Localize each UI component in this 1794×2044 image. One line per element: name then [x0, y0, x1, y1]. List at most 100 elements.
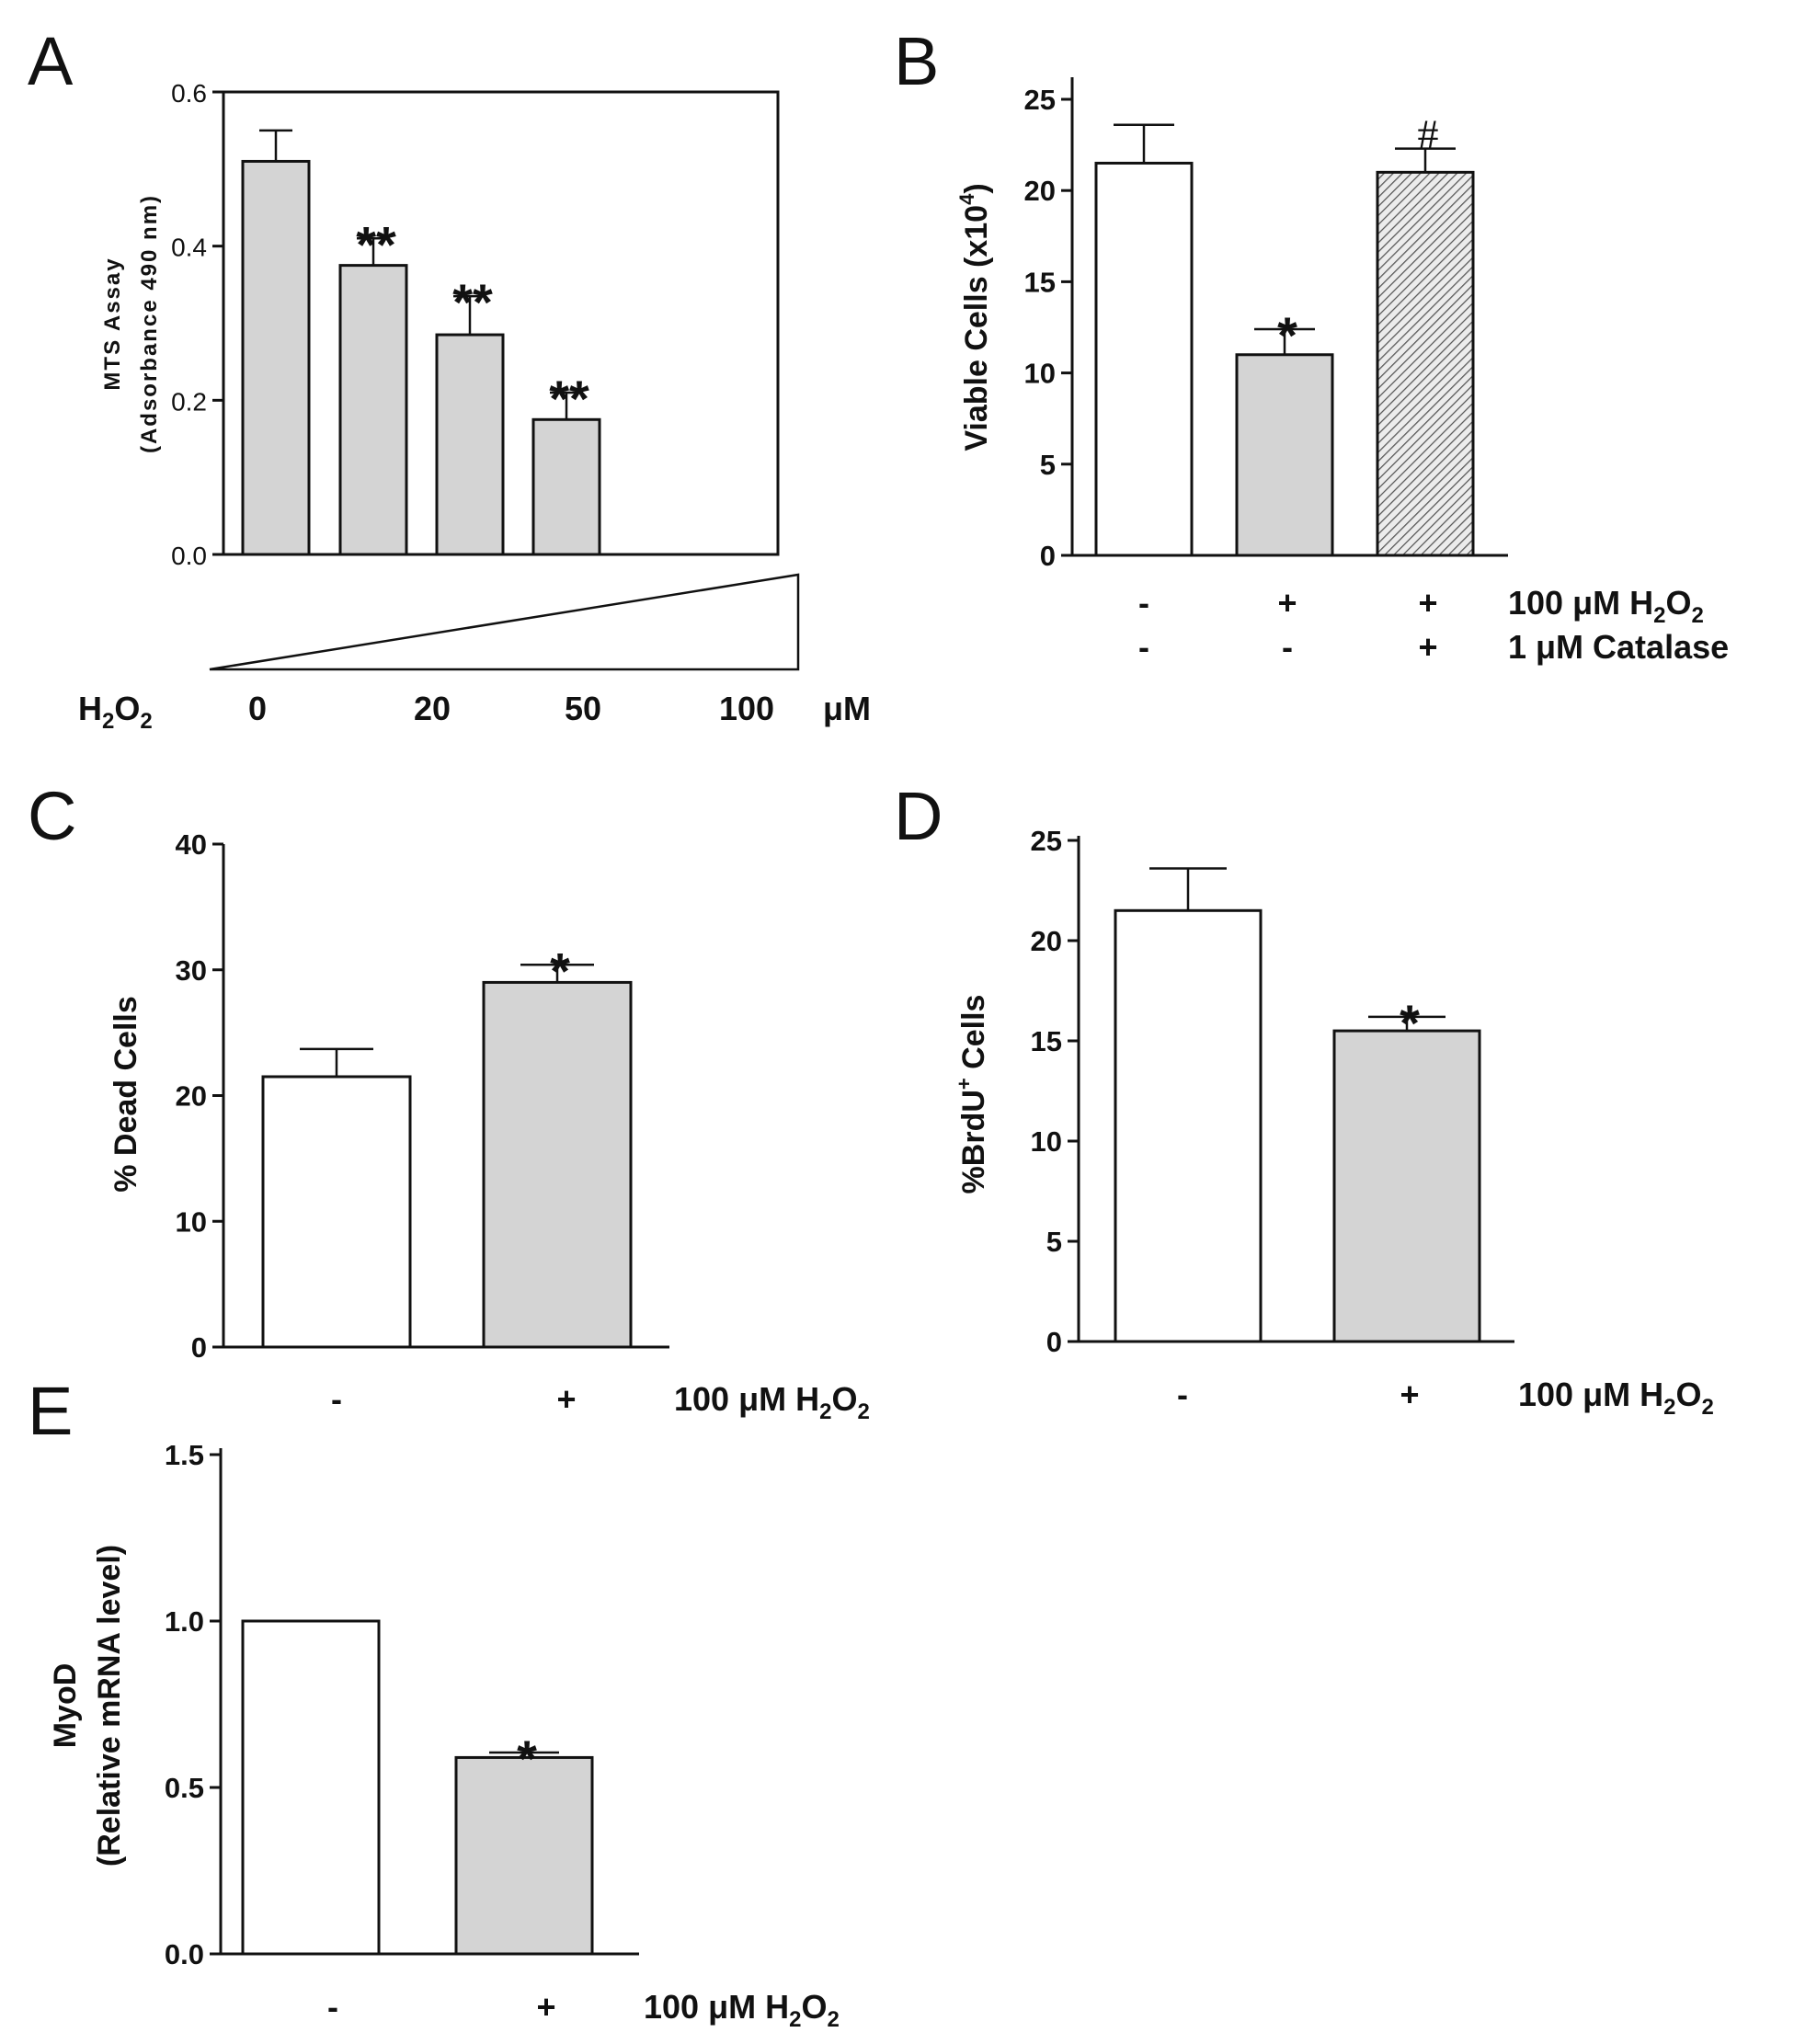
panel-d-y-tick-label: 15 — [1031, 1025, 1062, 1057]
panel-b-bar — [1235, 353, 1334, 557]
panel-c-y-tick-label: 0 — [191, 1331, 207, 1364]
panel-a-unit: μM — [823, 690, 871, 727]
panel-e-letter: E — [28, 1373, 73, 1449]
panel-e-y-tick-label: 0.5 — [165, 1772, 204, 1804]
panel-b-letter: B — [894, 23, 939, 99]
panel-e-y-tick-label: 1.5 — [165, 1439, 204, 1471]
panel-a-y-label-1: MTS Assay — [100, 257, 125, 390]
panel-b-significance-mark: # — [1418, 111, 1439, 158]
panel-e-condition-marks: - + — [327, 1988, 556, 2026]
panel-b-significance-mark: * — [1277, 306, 1297, 364]
panel-b-y-tick-label: 20 — [1024, 175, 1056, 207]
panel-c-significance-mark: * — [550, 942, 570, 999]
panel-e-condition-mark: + — [536, 1988, 555, 2026]
panel-d-y-tick-label: 5 — [1046, 1226, 1062, 1258]
panel-e-significance-mark: * — [517, 1730, 537, 1787]
panel-b-y-tick-label: 25 — [1024, 84, 1056, 116]
panel-a-x-label: 20 — [414, 690, 451, 727]
panel-b-y-tick-label: 0 — [1040, 540, 1056, 572]
panel-b-y-ticks: 0 5 10 15 20 25 — [1024, 84, 1072, 572]
panel-d-y-ticks: 0 5 10 15 20 25 — [1031, 825, 1079, 1358]
panel-b-y-label: Viable Cells (x104) — [955, 183, 994, 451]
panel-a-bar — [338, 264, 408, 556]
panel-b-condition-mark: - — [1138, 628, 1149, 666]
panel-d-letter: D — [894, 778, 943, 854]
panel-e-y-tick-label: 1.0 — [165, 1605, 204, 1638]
panel-c-bar — [482, 980, 633, 1349]
panel-a-bar — [241, 159, 311, 556]
panel-a-x-label: 100 — [719, 690, 774, 727]
panel-b-bar — [1094, 161, 1194, 557]
panel-a-letter: A — [28, 23, 74, 99]
panel-c-y-tick-label: 20 — [176, 1080, 207, 1113]
panel-e-bar — [241, 1619, 381, 1956]
panel-c-y-label: % Dead Cells — [109, 996, 143, 1193]
panel-d-y-tick-label: 0 — [1046, 1326, 1062, 1358]
panel-d-y-tick-label: 20 — [1031, 925, 1062, 957]
panel-a-h2o2-label: H2O2 — [78, 690, 153, 734]
panel-c-condition-label: 100 μM H2O2 — [674, 1380, 870, 1424]
panel-b-condition-mark: + — [1418, 584, 1437, 622]
panel-a-y-tick-label: 0.4 — [171, 234, 207, 262]
panel-c-condition-mark: - — [331, 1380, 342, 1418]
panel-d-condition-label: 100 μM H2O2 — [1518, 1376, 1714, 1420]
panel-a-y-tick-label: 0.2 — [171, 387, 207, 416]
panel-c-condition-marks: - + — [331, 1380, 577, 1418]
panel-a-significance-mark: ** — [549, 370, 589, 428]
panel-c-condition-mark: + — [556, 1380, 576, 1418]
panel-a-y-label-2: (Adsorbance 490 nm) — [137, 194, 162, 453]
panel-e: E 0.0 0.5 1.0 1.5 * MyoD (Relative mRNA lev… — [28, 1373, 840, 2032]
panel-a: A 0.0 0.2 0.4 0.6 ** ** ** MTS Assay (Adsorba… — [28, 23, 871, 734]
panel-c-y-ticks: 0 10 20 30 40 — [176, 828, 223, 1364]
panel-a-x-label: 0 — [248, 690, 267, 727]
panel-c-bars: * — [261, 942, 633, 1349]
panel-d-bar — [1332, 1029, 1481, 1343]
panel-c-bar — [261, 1075, 412, 1349]
panel-e-condition-label: 100 μM H2O2 — [644, 1988, 840, 2032]
panel-d-bar — [1114, 908, 1263, 1343]
panel-b-condition-marks: - + + - - + — [1138, 584, 1438, 666]
panel-b-condition-mark: - — [1282, 628, 1293, 666]
panel-d-y-tick-label: 25 — [1031, 825, 1062, 857]
panel-e-y-label-2: (Relative mRNA level) — [92, 1545, 127, 1867]
panel-a-y-ticks: 0.0 0.2 0.4 0.6 — [171, 79, 223, 570]
panel-b-bars: *# — [1094, 111, 1475, 557]
panel-a-significance-mark: ** — [356, 215, 396, 273]
panel-a-y-tick-label: 0.6 — [171, 79, 207, 108]
panel-e-bars: * — [241, 1619, 594, 1956]
panel-e-condition-mark: - — [327, 1988, 338, 2026]
panel-b-condition-mark: + — [1277, 584, 1297, 622]
panel-d-y-tick-label: 10 — [1031, 1125, 1062, 1158]
panel-a-bar — [435, 333, 505, 556]
panel-e-y-ticks: 0.0 0.5 1.0 1.5 — [165, 1439, 221, 1970]
panel-a-bars: ** ** ** — [241, 129, 601, 556]
panel-b-y-tick-label: 10 — [1024, 358, 1056, 390]
panel-c-letter: C — [28, 778, 76, 854]
panel-b-condition-mark: - — [1138, 584, 1149, 622]
panel-c-y-tick-label: 30 — [176, 954, 207, 987]
panel-c-y-tick-label: 10 — [176, 1205, 207, 1238]
panel-d-condition-mark: + — [1400, 1376, 1419, 1413]
panel-c-y-tick-label: 40 — [176, 828, 207, 861]
panel-b-condition-mark: + — [1418, 628, 1437, 666]
panel-d-condition-marks: - + — [1177, 1376, 1420, 1413]
panel-d-condition-mark: - — [1177, 1376, 1188, 1413]
panel-a-bar — [531, 417, 601, 556]
panel-a-significance-mark: ** — [452, 273, 493, 331]
panel-b-bar — [1376, 170, 1475, 557]
panel-a-y-tick-label: 0.0 — [171, 542, 207, 570]
panel-d-y-label: %BrdU+ Cells — [953, 995, 991, 1194]
panel-a-concentration-wedge — [209, 573, 800, 671]
panel-b-condition-2-label: 1 μM Catalase — [1508, 628, 1729, 666]
panel-b-y-tick-label: 15 — [1024, 266, 1056, 298]
panel-d-bars: * — [1114, 867, 1481, 1343]
panel-e-y-tick-label: 0.0 — [165, 1938, 204, 1970]
panel-a-x-label: 50 — [565, 690, 601, 727]
panel-e-y-label-1: MyoD — [48, 1663, 83, 1749]
panel-d-significance-mark: * — [1400, 994, 1420, 1052]
panel-b-condition-1-label: 100 μM H2O2 — [1508, 584, 1704, 628]
